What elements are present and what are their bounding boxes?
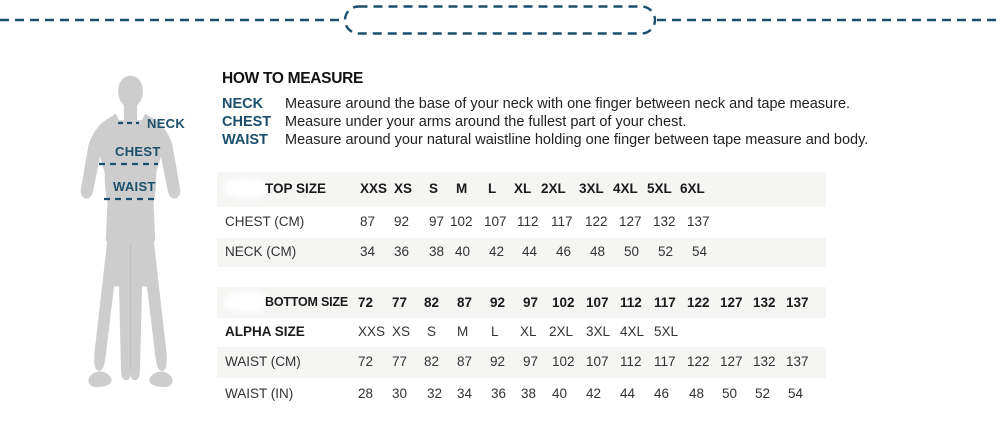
svg-text:NECK: NECK: [147, 116, 185, 131]
svg-text:WAIST: WAIST: [113, 179, 156, 194]
svg-text:CHEST: CHEST: [115, 144, 161, 159]
